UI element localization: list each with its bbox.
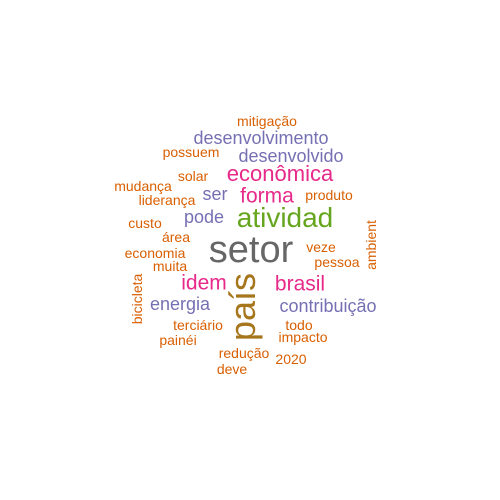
word-desenvolvimento: desenvolvimento	[193, 128, 329, 148]
word-area: área	[161, 229, 191, 245]
word-forma: forma	[240, 184, 294, 208]
word-custo: custo	[128, 215, 162, 231]
word-2020: 2020	[275, 351, 307, 367]
word-ambient: ambient	[363, 220, 379, 270]
word-brasil: brasil	[274, 272, 326, 296]
word-produto: produto	[305, 187, 353, 203]
word-todo: todo	[285, 317, 313, 333]
word-atividad: atividad	[236, 202, 334, 233]
word-muita: muita	[152, 258, 188, 274]
word-pode: pode	[183, 207, 225, 227]
word-pessoa: pessoa	[314, 254, 360, 270]
word-solar: solar	[177, 168, 209, 184]
word-energia: energia	[149, 294, 211, 314]
word-impacto: impacto	[278, 329, 328, 345]
word-contribuicao: contribuição	[279, 296, 377, 316]
word-mitigacao: mitigação	[237, 113, 297, 129]
word-possuem: possuem	[162, 144, 220, 160]
word-setor: setor	[208, 229, 294, 271]
word-bicicleta: bicicleta	[129, 273, 145, 325]
word-economia: economia	[124, 245, 186, 261]
word-veze: veze	[306, 239, 336, 255]
word-desenvolvido: desenvolvido	[238, 146, 344, 166]
word-economica: econômica	[226, 161, 334, 186]
word-painei: painéi	[159, 332, 197, 348]
word-lideranca: liderança	[138, 192, 196, 208]
word-reducao: redução	[218, 345, 270, 361]
word-pais: país	[222, 272, 263, 342]
word-idem: idem	[181, 271, 227, 295]
word-terciario: terciário	[173, 317, 223, 333]
word-ser: ser	[202, 184, 228, 204]
word-deve: deve	[216, 361, 248, 377]
word-mudanca: mudança	[114, 178, 172, 194]
